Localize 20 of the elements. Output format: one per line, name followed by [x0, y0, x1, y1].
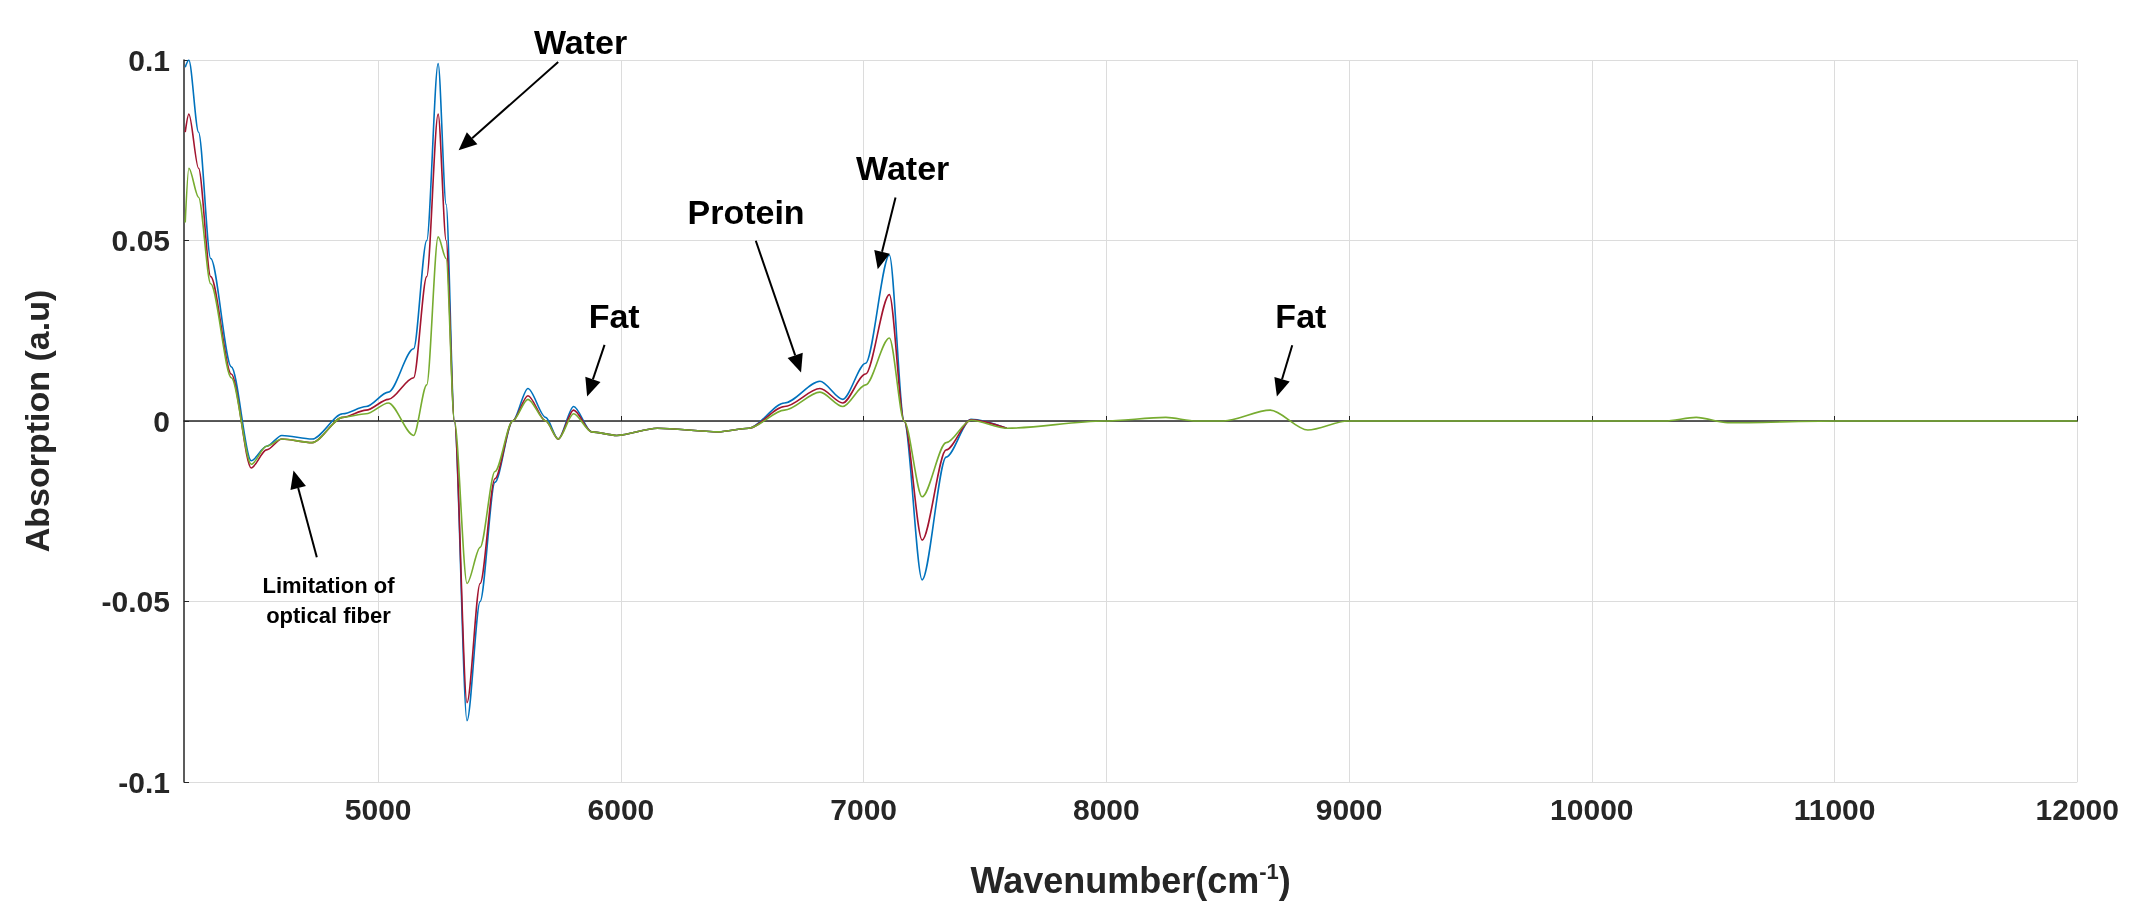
x-tick-label: 6000 [587, 792, 655, 826]
annotation: Fat [587, 296, 641, 337]
annotation: Fat [1274, 296, 1328, 337]
y-tick-label: -0.1 [118, 765, 170, 799]
x-tick-label: 8000 [1073, 792, 1140, 826]
annotation: Limitation of optical fiber [261, 571, 396, 630]
y-axis-title: Absorption (a.u) [18, 289, 56, 553]
y-tick-label: 0.1 [128, 43, 170, 77]
x-tick-label: 5000 [344, 792, 412, 826]
annotation: Water [533, 22, 629, 63]
annotation: Water [855, 148, 951, 189]
x-tick-label: 11000 [1793, 792, 1876, 826]
y-tick-label: 0.05 [111, 224, 170, 257]
y-tick-label: 0 [153, 404, 170, 438]
x-tick-label: 9000 [1315, 792, 1383, 826]
x-tick-label: 7000 [830, 792, 898, 826]
x-tick-label: 10000 [1550, 792, 1634, 826]
annotation: Protein [686, 192, 806, 233]
y-tick-label: -0.05 [101, 585, 170, 618]
x-tick-label: 12000 [2035, 792, 2120, 826]
